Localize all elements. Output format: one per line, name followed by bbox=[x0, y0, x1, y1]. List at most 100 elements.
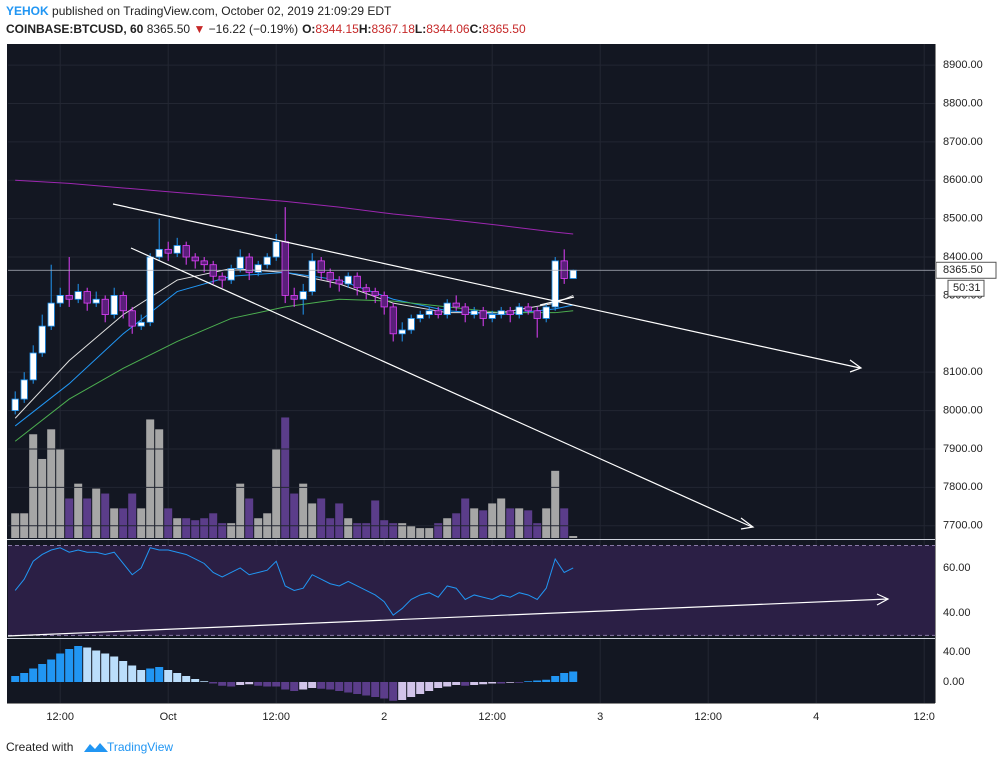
macd-bar bbox=[515, 682, 524, 683]
candle-body bbox=[56, 295, 64, 304]
volume-bar bbox=[551, 470, 560, 538]
volume-bar bbox=[200, 518, 209, 538]
volume-bar bbox=[488, 503, 497, 538]
macd-bar bbox=[398, 682, 407, 700]
rsi-line bbox=[14, 547, 574, 616]
macd-bar bbox=[560, 673, 569, 682]
arrowhead bbox=[876, 593, 890, 606]
macd-bar bbox=[434, 682, 443, 688]
candle-body bbox=[155, 248, 163, 258]
volume-bar bbox=[560, 508, 569, 538]
volume-bar bbox=[191, 520, 200, 538]
macd-bar bbox=[101, 653, 110, 682]
macd-bar bbox=[371, 682, 380, 697]
macd-bar bbox=[146, 668, 155, 682]
macd-bar bbox=[182, 676, 191, 682]
user: YEHOK bbox=[6, 4, 49, 18]
macd-bar bbox=[290, 682, 299, 691]
macd-bar bbox=[137, 670, 146, 682]
trendline bbox=[130, 247, 753, 528]
ohlc-value: 8367.18 bbox=[371, 22, 415, 36]
y-tick-label: 0.00 bbox=[943, 676, 964, 688]
macd-bar bbox=[443, 682, 452, 687]
candle-body bbox=[542, 306, 550, 319]
candle-body bbox=[443, 302, 451, 316]
created-with: Created with bbox=[6, 740, 73, 754]
x-tick-label: 12:00 bbox=[478, 711, 506, 723]
volume-bar bbox=[83, 498, 92, 538]
macd-bar bbox=[263, 682, 272, 687]
volume-bar bbox=[542, 508, 551, 538]
y-tick-label: 8100.00 bbox=[943, 366, 983, 378]
volume-bar bbox=[245, 498, 254, 538]
panes: 12:00 Oct 12:00 2 12:00 3 12:00 4 12:0 7700.00 780… bbox=[8, 44, 997, 723]
trendline bbox=[112, 203, 861, 369]
x-tick-label: 12:00 bbox=[694, 711, 722, 723]
volume-bar bbox=[389, 523, 398, 538]
macd-bar bbox=[524, 681, 533, 682]
ohlc-key: C: bbox=[470, 22, 483, 36]
ohlc-value: 8365.50 bbox=[482, 22, 526, 36]
y-tick-label: 8700.00 bbox=[943, 136, 983, 148]
candle-body bbox=[182, 245, 190, 258]
volume-bar bbox=[173, 518, 182, 538]
y-tick-label: 8600.00 bbox=[943, 174, 983, 186]
candle-body bbox=[560, 260, 568, 279]
volume-bar bbox=[101, 493, 110, 538]
candle-body bbox=[524, 306, 532, 312]
volume-bar bbox=[254, 518, 263, 538]
candle-body bbox=[245, 256, 253, 273]
macd-bar bbox=[119, 661, 128, 682]
y-tick-label: 60.00 bbox=[943, 562, 971, 574]
candle-body bbox=[317, 260, 325, 273]
volume-bar bbox=[74, 483, 83, 538]
trendline bbox=[539, 296, 575, 306]
macd-bar bbox=[218, 682, 227, 686]
candle-body bbox=[65, 295, 73, 300]
candle-body bbox=[488, 314, 496, 319]
x-tick-label: 12:00 bbox=[262, 711, 290, 723]
candle-body bbox=[236, 256, 244, 269]
y-tick-label: 7900.00 bbox=[943, 443, 983, 455]
volume-bar bbox=[353, 523, 362, 538]
volume-bar bbox=[164, 508, 173, 538]
volume-bar bbox=[380, 520, 389, 538]
macd-bar bbox=[407, 682, 416, 697]
macd-bar bbox=[497, 682, 506, 684]
volume-bar bbox=[407, 526, 416, 538]
macd-bar bbox=[479, 682, 488, 685]
candle-body bbox=[470, 310, 478, 316]
ohlc: O:8344.15H:8367.18L:8344.06C:8365.50 bbox=[302, 22, 526, 36]
volume-bar bbox=[569, 536, 578, 538]
macd-bar bbox=[425, 682, 434, 691]
ohlc-key: L: bbox=[415, 22, 426, 36]
volume-bar bbox=[56, 449, 65, 538]
volume-bar bbox=[92, 488, 101, 538]
volume-bar bbox=[443, 518, 452, 538]
candle-body bbox=[362, 287, 370, 292]
macd-bar bbox=[389, 682, 398, 701]
candle-body bbox=[20, 379, 28, 400]
candle-body bbox=[263, 256, 271, 266]
volume-bar bbox=[533, 523, 542, 538]
ohlc-key: O: bbox=[302, 22, 315, 36]
candle-body bbox=[119, 295, 127, 312]
macd-bar bbox=[335, 682, 344, 691]
candle-body bbox=[47, 302, 55, 327]
volume-bar bbox=[326, 518, 335, 538]
candle-body bbox=[101, 298, 109, 316]
symbol: COINBASE:BTCUSD, 60 bbox=[6, 22, 144, 36]
volume-bar bbox=[29, 434, 38, 538]
macd-bar bbox=[470, 682, 479, 685]
y-tick-label: 40.00 bbox=[943, 607, 971, 619]
ohlc-value: 8344.15 bbox=[315, 22, 359, 36]
candle-body bbox=[326, 271, 334, 281]
macd-bar bbox=[308, 682, 317, 688]
macd-bar bbox=[326, 682, 335, 690]
ohlc-key: H: bbox=[359, 22, 372, 36]
macd-bar bbox=[416, 682, 425, 694]
candle-body bbox=[335, 279, 343, 285]
candle-body bbox=[11, 398, 19, 411]
candle-body bbox=[569, 269, 577, 279]
y-tick-label: 7800.00 bbox=[943, 481, 983, 493]
